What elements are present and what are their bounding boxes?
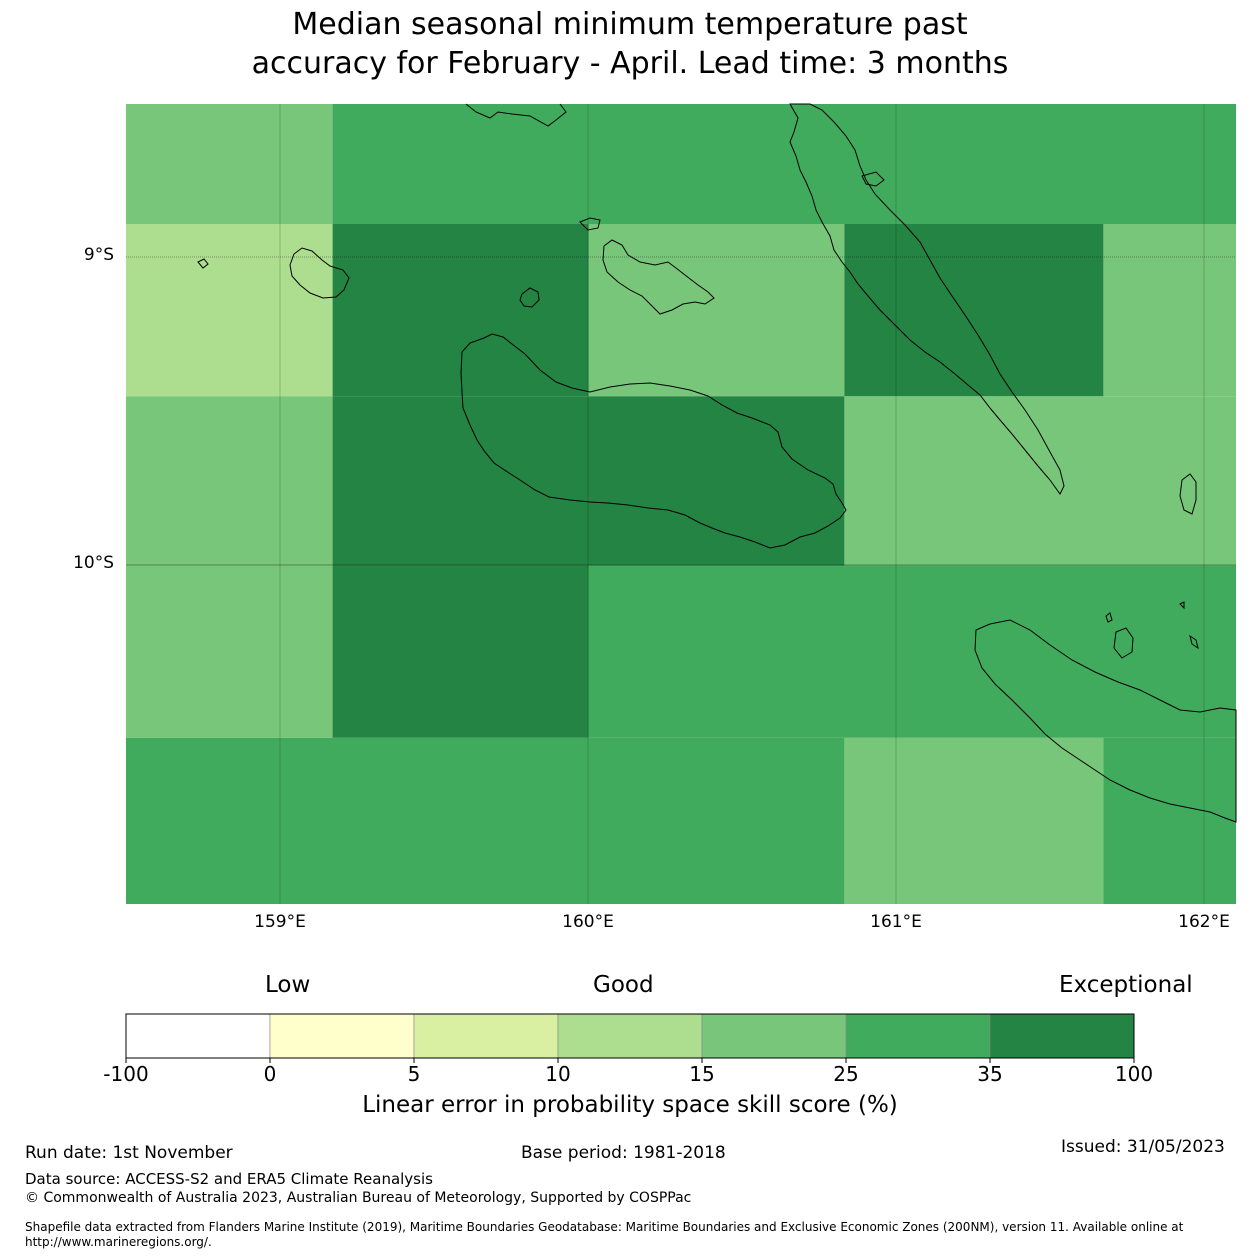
russell-islands-coastline [289, 247, 350, 299]
colorbar-tick: 0 [263, 1062, 277, 1086]
grid-cell-1 [332, 104, 1236, 224]
issued-date: Issued: 31/05/2023 [1061, 1137, 1225, 1157]
ulawa-island-coastline [1113, 627, 1134, 659]
colorbar-tick: 35 [977, 1062, 1003, 1086]
grid-cell-6 [1103, 224, 1236, 397]
skill-grid-cells [126, 104, 1236, 904]
small-islet-north [579, 217, 601, 231]
colorbar-tick: 25 [833, 1062, 859, 1086]
grid-cell-11 [332, 565, 589, 738]
chart-title-line-2: accuracy for February - April. Lead time… [251, 46, 1009, 81]
grid-cell-10 [126, 565, 333, 738]
grid-cell-4 [588, 224, 845, 397]
run-date: Run date: 1st November [25, 1143, 233, 1163]
legend-exceptional-label: Exceptional [1059, 972, 1193, 998]
grid-cell-8 [332, 396, 845, 566]
grid-cell-12 [588, 565, 1236, 738]
graticule [126, 104, 1236, 904]
chart-title-line-1: Median seasonal minimum temperature past [292, 7, 968, 42]
florida-islets-coastline [465, 103, 567, 127]
grid-cell-15 [1103, 737, 1236, 904]
small-islet-west [197, 258, 209, 269]
colorbar-tick: 5 [407, 1062, 421, 1086]
colorbar-tick: 15 [689, 1062, 715, 1086]
grid-cell-0 [126, 104, 333, 224]
lon-label-162e: 162°E [1178, 912, 1230, 932]
legend-low-label: Low [265, 972, 311, 998]
grid-cell-7 [126, 396, 333, 566]
savo-island-coastline [519, 287, 540, 308]
grid-cell-5 [844, 224, 1104, 397]
grid-cell-13 [126, 737, 845, 904]
guadalcanal-coastline [460, 333, 847, 549]
lat-label-9s: 9°S [83, 245, 114, 265]
colorbar-label: Linear error in probability space skill … [362, 1092, 898, 1118]
grid-cell-3 [332, 224, 589, 397]
colorbar-tick: -100 [103, 1062, 149, 1086]
lon-label-159e: 159°E [254, 912, 306, 932]
san-jorge-island-coastline [861, 171, 885, 187]
lat-label-10s: 10°S [73, 553, 114, 573]
santa-isabel-coastline [789, 103, 1065, 495]
lon-label-160e: 160°E [562, 912, 614, 932]
grid-cell-9 [844, 396, 1236, 566]
data-source: Data source: ACCESS-S2 and ERA5 Climate … [25, 1170, 433, 1188]
copyright: © Commonwealth of Australia 2023, Austra… [25, 1190, 692, 1206]
shapefile-credit: Shapefile data extracted from Flanders M… [25, 1220, 1184, 1249]
small-islet-east-3 [1189, 634, 1199, 650]
small-islet-east-1 [1105, 612, 1113, 623]
colorbar-tick: 100 [1114, 1062, 1154, 1086]
coastlines [197, 103, 1237, 823]
nggela-islands-coastline [602, 239, 715, 315]
grid-cell-2 [126, 224, 333, 397]
colorbar-tick: 10 [545, 1062, 571, 1086]
lon-label-161e: 161°E [870, 912, 922, 932]
small-islet-east-2 [1179, 601, 1185, 610]
malaita-south-tip-coastline [1179, 473, 1197, 515]
grid-cell-14 [844, 737, 1104, 904]
legend-good-label: Good [593, 972, 654, 998]
makira-coastline [974, 619, 1237, 823]
base-period: Base period: 1981-2018 [521, 1143, 726, 1163]
